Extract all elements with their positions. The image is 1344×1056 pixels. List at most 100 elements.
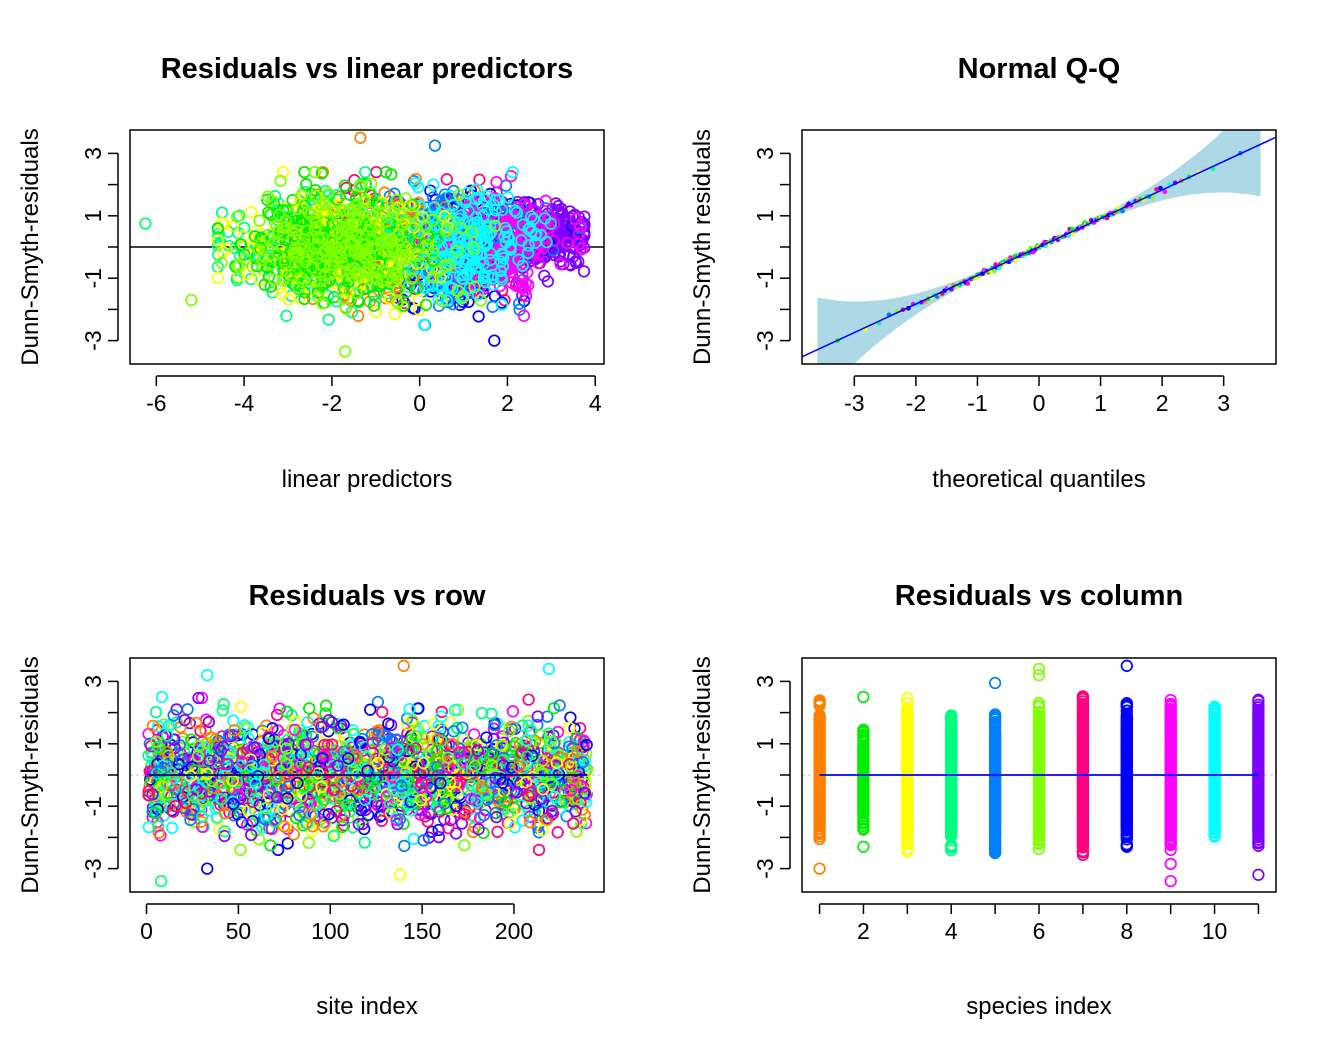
residual-point [417, 756, 430, 770]
residual-point [184, 813, 197, 827]
residual-point [580, 738, 593, 752]
residual-point [400, 765, 413, 778]
residual-point [343, 805, 357, 818]
residual-point [453, 806, 466, 819]
residual-point [431, 733, 444, 746]
residual-point [441, 751, 455, 764]
residual-point [449, 827, 463, 840]
residual-point [421, 815, 434, 828]
residual-point [387, 783, 401, 797]
y-tick-label: 1 [80, 737, 106, 750]
x-axis-label: site index [316, 993, 417, 1020]
residual-point [510, 206, 523, 219]
residual-point [329, 205, 342, 219]
residual-point [169, 799, 182, 813]
y-axis-label: Dunn-Smyth-residuals [689, 656, 716, 893]
residual-point [541, 710, 554, 723]
residual-point [523, 815, 537, 829]
residual-point [358, 801, 371, 814]
y-tick-label: 1 [80, 209, 106, 222]
residual-point [496, 754, 510, 767]
y-axis-label: Dunn-Smyth residuals [689, 129, 716, 365]
residual-point [154, 764, 168, 777]
residual-point [279, 256, 292, 269]
residual-point [347, 727, 361, 741]
residual-point [522, 693, 535, 706]
residual-point [490, 811, 503, 824]
residual-point [389, 269, 403, 282]
residual-point [406, 787, 419, 800]
residual-point [481, 237, 494, 251]
x-tick-label: -3 [844, 390, 864, 416]
residual-point [340, 744, 354, 757]
residual-point [238, 248, 251, 261]
residual-point [418, 318, 431, 332]
residual-point [316, 752, 329, 765]
residual-point [539, 194, 552, 207]
residual-point [308, 165, 321, 179]
residual-point [576, 755, 590, 769]
residual-point [542, 662, 556, 676]
residual-point [211, 271, 224, 284]
residual-point [449, 786, 463, 799]
residual-point [396, 252, 409, 265]
residual-point [572, 237, 585, 251]
residual-point [218, 807, 232, 820]
x-tick-label: -1 [967, 390, 987, 416]
plot-area [802, 659, 1276, 888]
residual-point [490, 739, 503, 752]
residual-point [540, 235, 553, 249]
residual-point [371, 756, 385, 770]
residual-point [497, 759, 510, 772]
residual-point [532, 783, 545, 797]
residual-point [361, 263, 374, 276]
residual-point [313, 232, 326, 245]
residual-point [536, 754, 549, 767]
x-axis-label: theoretical quantiles [932, 466, 1145, 493]
x-tick-label: 0 [1033, 390, 1046, 416]
residual-point [142, 785, 155, 798]
residual-point [167, 709, 180, 722]
residual-point [450, 722, 464, 735]
residual-point [477, 258, 490, 271]
residual-point [311, 237, 324, 251]
residual-point [338, 729, 352, 743]
x-tick-label: 3 [1217, 390, 1230, 416]
residual-point [520, 734, 534, 747]
residual-point [234, 806, 247, 820]
residual-point [234, 700, 248, 714]
residual-point [490, 779, 503, 792]
residual-point [255, 237, 268, 250]
chart-title: Residuals vs column [895, 580, 1184, 612]
x-tick-label: 2 [1156, 390, 1169, 416]
residual-point [538, 212, 552, 225]
y-tick-label: -3 [80, 858, 106, 878]
residual-point [506, 705, 520, 718]
residual-point [288, 723, 301, 736]
residual-point [295, 189, 308, 202]
residual-point [467, 218, 481, 231]
residual-point [321, 186, 335, 200]
residual-point [320, 243, 333, 257]
residual-point [295, 213, 309, 226]
residual-point [155, 690, 169, 704]
residual-point [355, 177, 368, 190]
residual-point [411, 281, 424, 295]
residual-point [254, 231, 268, 244]
residual-point [253, 214, 266, 227]
residual-point [186, 789, 200, 802]
residual-point [387, 778, 400, 792]
residual-point [306, 820, 319, 833]
residual-point [152, 740, 165, 753]
y-tick-label: -3 [752, 330, 778, 350]
residual-point [518, 197, 531, 211]
qq-point [1162, 189, 1168, 195]
residual-point [397, 299, 410, 312]
residual-point [289, 264, 302, 278]
residual-point [554, 235, 568, 248]
residual-point [536, 783, 550, 796]
residual-point [462, 242, 475, 255]
residual-point [477, 271, 491, 285]
residual-point [507, 209, 520, 222]
residual-point [481, 203, 494, 216]
